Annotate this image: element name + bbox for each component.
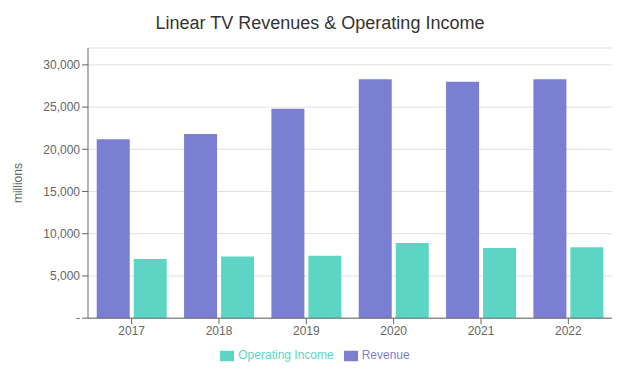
svg-text:30,000: 30,000 — [43, 58, 80, 72]
svg-text:2022: 2022 — [555, 324, 582, 338]
svg-text:5,000: 5,000 — [50, 269, 80, 283]
svg-text:2019: 2019 — [293, 324, 320, 338]
svg-text:10,000: 10,000 — [43, 227, 80, 241]
svg-text:25,000: 25,000 — [43, 100, 80, 114]
svg-text:2021: 2021 — [468, 324, 495, 338]
svg-text:2017: 2017 — [118, 324, 145, 338]
html-text:Linear TV Revenues & Operating: Linear TV Revenues & Operating Income — [155, 13, 485, 33]
html-text:Operating Income: Operating Income — [238, 348, 334, 363]
svg-text:20,000: 20,000 — [43, 143, 80, 157]
svg-text:15,000: 15,000 — [43, 185, 80, 199]
svg-text:2018: 2018 — [206, 324, 233, 338]
html-text:Revenue: Revenue — [361, 348, 410, 363]
svg-text:2020: 2020 — [380, 324, 407, 338]
svg-text:millions: millions — [11, 163, 25, 203]
svg-text:-: - — [76, 311, 80, 325]
